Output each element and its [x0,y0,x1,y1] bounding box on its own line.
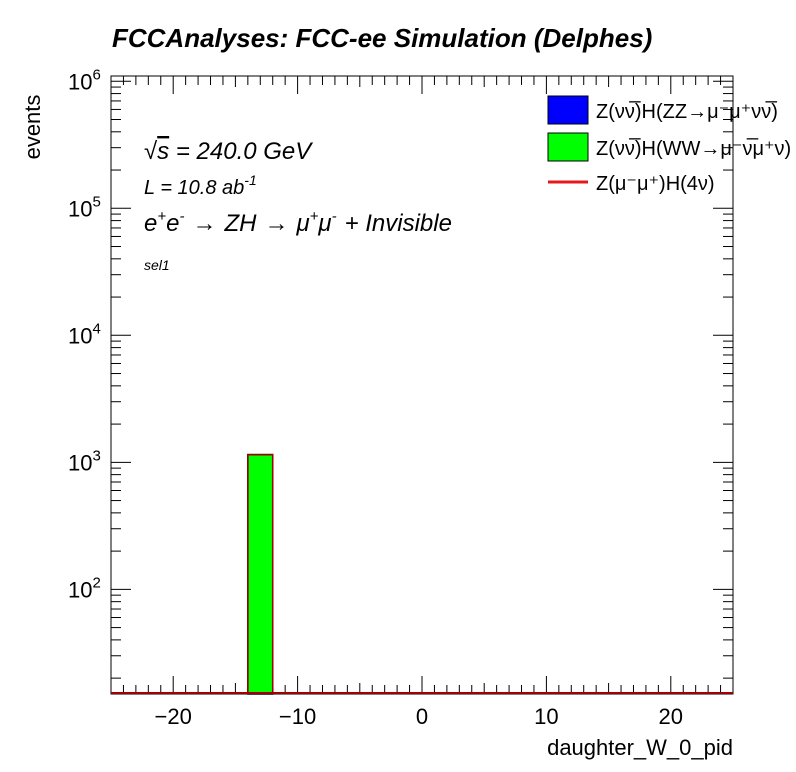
x-tick-label: −10 [279,704,316,729]
y-tick-label: 105 [68,193,101,221]
y-tick-base: 10 [68,69,92,94]
sqrt-s-var: s [157,138,169,165]
histogram-bar [247,453,274,695]
x-tick-label: 0 [416,704,428,729]
legend-swatch-zz [547,95,589,125]
chart-title: FCCAnalyses: FCC-ee Simulation (Delphes) [112,23,652,53]
y-tick-label: 103 [68,447,101,475]
x-tick-label: 20 [659,704,683,729]
svg-text:√s = 240.0 GeV: √s = 240.0 GeV [144,138,313,165]
y-tick-label: 106 [68,66,101,94]
x-axis-label: daughter_W_0_pid [547,735,733,760]
y-tick-label: 102 [68,574,101,602]
luminosity-label: L = 10.8 ab-1 [144,172,257,199]
sqrt-s-label: √s = 240.0 GeV [144,138,313,165]
svg-text:e+e-→ZH→μ+μ-+ Invisible: e+e- → ZH → μ+μ- + Invisible [144,208,452,237]
lumi-text: L = 10.8 ab [144,177,244,199]
legend-label-zz: Z(νν̅)H(ZZ→μ⁻μ⁺νν̅) [596,100,778,123]
x-tick-label: 10 [534,704,558,729]
y-tick-exponent: 6 [92,66,100,83]
legend: Z(νν̅)H(ZZ→μ⁻μ⁺νν̅) Z(νν̅)H(WW→μ⁻ν̅μ⁺ν) … [547,95,791,195]
x-axis-ticks: −20 −10 0 10 20 [110,76,734,729]
y-tick-exponent: 4 [92,320,100,337]
y-tick-exponent: 3 [92,447,100,464]
sqrt-s-value: = 240.0 GeV [176,138,313,165]
y-axis-label: events [20,95,45,160]
y-tick-exponent: 2 [92,574,100,591]
y-tick-base: 10 [68,323,92,348]
y-tick-label: 104 [68,320,101,348]
plot-frame [110,75,734,695]
svg-text:L = 10.8 ab-1: L = 10.8 ab-1 [144,172,257,199]
histogram-bar-outline [247,453,274,694]
legend-label-ww: Z(νν̅)H(WW→μ⁻ν̅μ⁺ν) [596,137,791,160]
process-label: e+e- → ZH → μ+μ- + Invisible [144,208,452,237]
y-tick-base: 10 [68,196,92,221]
y-tick-base: 10 [68,450,92,475]
legend-swatch-ww [547,132,589,162]
x-tick-label: −20 [155,704,192,729]
y-tick-exponent: 5 [92,193,100,210]
selection-label: sel1 [144,257,170,273]
lumi-exponent: -1 [244,172,256,188]
legend-label-4nu: Z(μ⁻μ⁺)H(4ν) [596,173,715,195]
histogram-bars [111,453,733,695]
sqrt-symbol: √ [144,138,158,165]
y-tick-base: 10 [68,577,92,602]
